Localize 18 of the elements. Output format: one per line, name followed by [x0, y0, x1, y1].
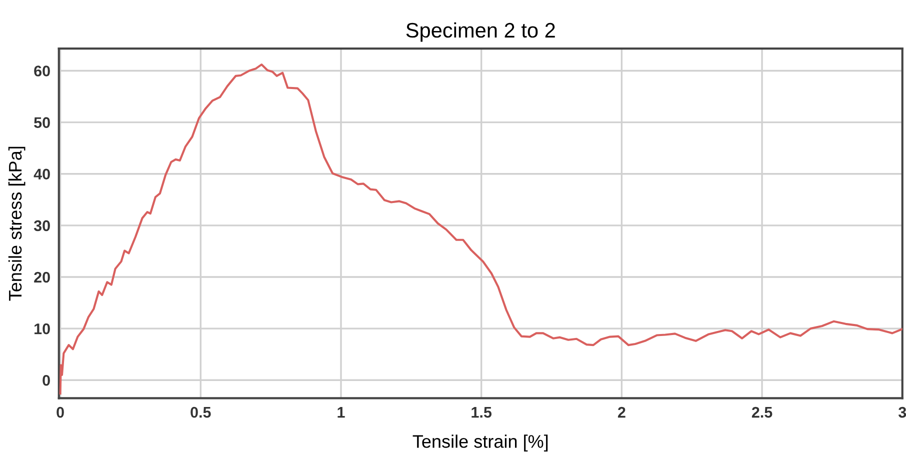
x-tick-label: 0 [56, 406, 64, 418]
chart-title: Specimen 2 to 2 [406, 22, 555, 42]
y-tick-label: 10 [34, 323, 50, 334]
y-tick-label: 50 [34, 117, 50, 128]
x-tick-label: 0.5 [190, 406, 211, 418]
y-tick-label: 40 [34, 168, 50, 180]
x-tick-label: 3 [898, 406, 906, 418]
x-axis-title: Tensile strain [%] [412, 434, 548, 452]
x-tick-label: 1.5 [472, 407, 492, 418]
y-tick-label: 0 [42, 374, 50, 386]
line-series [59, 64, 902, 395]
y-tick-label: 20 [34, 272, 50, 283]
y-axis-title: Tensile stress [kPa] [8, 146, 26, 301]
x-tick-label: 1 [338, 407, 345, 418]
y-tick-label: 60 [34, 66, 50, 76]
x-tick-label: 2.5 [752, 406, 772, 418]
x-tick-label: 2 [618, 406, 626, 418]
y-tick-label: 30 [34, 220, 50, 232]
